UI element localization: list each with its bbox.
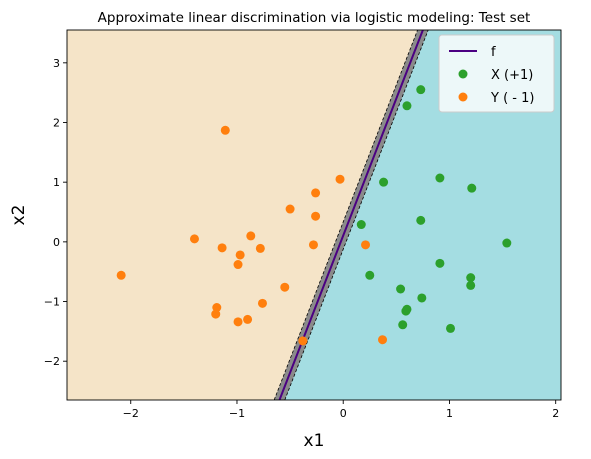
data-point — [311, 188, 321, 198]
boundary-band-edge-left — [273, 30, 418, 400]
y-tick-label: 2 — [53, 117, 60, 130]
data-point — [401, 306, 411, 316]
data-point — [466, 273, 476, 283]
data-point — [435, 258, 445, 268]
data-point — [402, 101, 412, 111]
data-point — [311, 211, 321, 221]
data-point — [217, 243, 227, 253]
data-point — [378, 335, 388, 345]
y-axis-label: x2 — [9, 205, 29, 226]
data-point — [285, 204, 295, 214]
data-point — [308, 240, 318, 250]
x-tick-label: 2 — [552, 407, 559, 420]
x-axis-label: x1 — [304, 431, 325, 451]
legend-box — [438, 34, 555, 113]
plot-frame — [66, 29, 562, 401]
data-point — [398, 320, 408, 330]
series-negative — [116, 125, 388, 346]
data-point — [379, 177, 389, 187]
x-tick-label: −1 — [229, 407, 245, 420]
data-point — [361, 240, 371, 250]
data-point — [280, 282, 290, 292]
data-point — [257, 298, 267, 308]
data-point — [220, 125, 230, 135]
x-tick-label: −2 — [123, 407, 139, 420]
data-point — [211, 309, 221, 319]
data-point — [396, 284, 406, 294]
y-tick-label: −2 — [44, 355, 60, 368]
data-point — [335, 174, 345, 184]
series-positive — [356, 85, 512, 333]
y-tick-label: −1 — [44, 296, 60, 309]
data-point — [416, 215, 426, 225]
y-tick-label: 1 — [53, 176, 60, 189]
data-point — [446, 323, 456, 333]
legend: f X (+1) Y ( - 1) — [438, 34, 555, 113]
data-point — [467, 183, 477, 193]
y-tick-label: 0 — [53, 236, 60, 249]
data-point — [233, 317, 243, 327]
legend-label-positive: X (+1) — [491, 68, 533, 83]
data-point — [365, 270, 375, 280]
legend-label-negative: Y ( - 1) — [490, 91, 534, 106]
plot-area — [67, 30, 561, 400]
data-point — [298, 336, 308, 346]
y-tick-label: 3 — [53, 57, 60, 70]
data-point — [466, 280, 476, 290]
data-point — [416, 85, 426, 95]
data-point — [233, 260, 243, 270]
data-point — [502, 238, 512, 248]
axes: −2 −1 0 1 2 −2 −1 0 1 2 3 — [44, 29, 562, 420]
data-point — [116, 270, 126, 280]
x-tick-label: 1 — [446, 407, 453, 420]
data-point — [246, 231, 256, 241]
legend-swatch-positive — [458, 69, 468, 79]
x-tick-label: 0 — [340, 407, 347, 420]
data-point — [356, 220, 366, 230]
legend-swatch-negative — [458, 92, 468, 102]
data-point — [255, 243, 265, 253]
data-point — [243, 314, 253, 324]
data-point — [435, 173, 445, 183]
chart-title: Approximate linear discrimination via lo… — [98, 10, 531, 26]
data-point — [235, 250, 245, 260]
data-point — [417, 293, 427, 303]
plot-clip-group — [67, 30, 561, 400]
region-negative — [67, 30, 423, 400]
boundary-band-edge-right — [284, 30, 429, 400]
region-positive — [279, 30, 561, 400]
legend-label-f: f — [491, 45, 496, 60]
data-point — [189, 234, 199, 244]
